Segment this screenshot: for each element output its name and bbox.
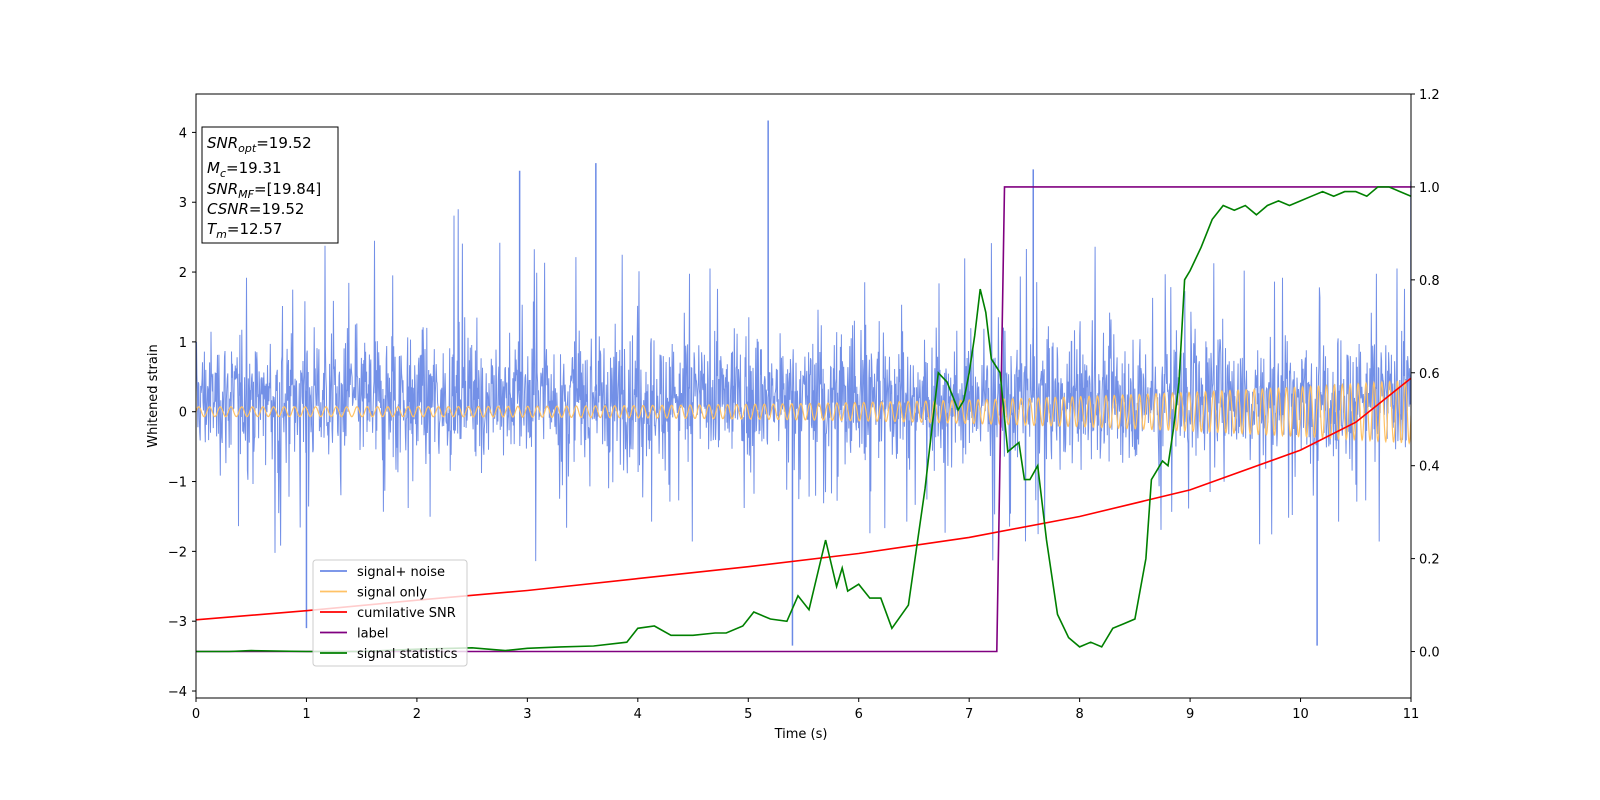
x-tick-label: 7 bbox=[965, 707, 973, 722]
left-y-tick-label: 1 bbox=[179, 336, 187, 351]
legend-label-signal-only: signal only bbox=[357, 586, 427, 601]
left-y-axis-ticks: −4 −3 −2 −1 0 1 2 3 4 bbox=[168, 126, 196, 700]
left-y-tick-label: −1 bbox=[168, 476, 187, 491]
legend-frame bbox=[312, 559, 468, 667]
right-y-tick-label: 1.2 bbox=[1419, 88, 1440, 103]
x-tick-label: 8 bbox=[1075, 707, 1083, 722]
left-y-tick-label: 4 bbox=[179, 126, 187, 141]
x-tick-label: 6 bbox=[855, 707, 863, 722]
x-tick-label: 0 bbox=[192, 707, 200, 722]
axes-frame bbox=[195, 93, 1412, 699]
x-tick-label: 10 bbox=[1292, 707, 1309, 722]
x-tick-label: 5 bbox=[744, 707, 752, 722]
annotation-line-0: SNRopt=19.52 bbox=[207, 134, 312, 155]
signal-only-trace bbox=[196, 379, 1411, 445]
annotation-line-2: SNRMF=[19.84] bbox=[207, 180, 321, 201]
annotation-frame bbox=[201, 126, 339, 244]
right-y-tick-label: 0.0 bbox=[1419, 646, 1440, 661]
x-tick-label: 4 bbox=[634, 707, 642, 722]
right-y-tick-label: 0.6 bbox=[1419, 367, 1440, 382]
signal-noise-trace bbox=[196, 209, 1411, 562]
legend-label-signal-statistics: signal statistics bbox=[357, 647, 458, 662]
label-line bbox=[196, 186, 1411, 653]
legend-label-signal-noise: signal+ noise bbox=[357, 565, 445, 580]
left-y-tick-label: 2 bbox=[179, 266, 187, 281]
legend-label-label: label bbox=[357, 627, 388, 642]
x-axis-ticks: 0 1 2 3 4 5 6 7 8 9 10 11 bbox=[192, 698, 1419, 722]
x-tick-label: 9 bbox=[1186, 707, 1194, 722]
legend: signal+ noise signal only cumilative SNR la… bbox=[312, 559, 468, 667]
right-y-tick-label: 0.2 bbox=[1419, 553, 1440, 568]
x-tick-label: 2 bbox=[413, 707, 421, 722]
annotation-line-4: Tm=12.57 bbox=[207, 220, 282, 241]
signal-statistics-line bbox=[196, 186, 1411, 653]
plot-area bbox=[196, 120, 1411, 653]
y-axis-label: Whitened strain bbox=[146, 344, 161, 447]
signal-only-series bbox=[196, 379, 1411, 445]
x-tick-label: 1 bbox=[302, 707, 310, 722]
stats-annotation-box: SNRopt=19.52 Mc=19.31SNRMF=[19.84]CSNR=19… bbox=[201, 126, 339, 244]
left-y-tick-label: −3 bbox=[168, 615, 187, 630]
legend-label-cumilative-snr: cumilative SNR bbox=[357, 606, 456, 621]
right-y-tick-label: 0.4 bbox=[1419, 460, 1440, 475]
left-y-tick-label: −2 bbox=[168, 545, 187, 560]
x-axis-label: Time (s) bbox=[774, 727, 828, 742]
left-y-tick-label: 0 bbox=[179, 406, 187, 421]
x-tick-label: 11 bbox=[1403, 707, 1420, 722]
signal-noise-series bbox=[196, 120, 1411, 646]
left-y-tick-label: −4 bbox=[168, 685, 187, 700]
right-y-tick-label: 1.0 bbox=[1419, 181, 1440, 196]
left-y-tick-label: 3 bbox=[179, 196, 187, 211]
x-tick-label: 3 bbox=[523, 707, 531, 722]
annotation-line-3: CSNR=19.52 bbox=[207, 200, 304, 218]
right-y-axis-ticks: 0.0 0.2 0.4 0.6 0.8 1.0 1.2 bbox=[1411, 88, 1440, 661]
annotation-line-1: Mc=19.31 bbox=[207, 159, 282, 180]
right-y-tick-label: 0.8 bbox=[1419, 274, 1440, 289]
